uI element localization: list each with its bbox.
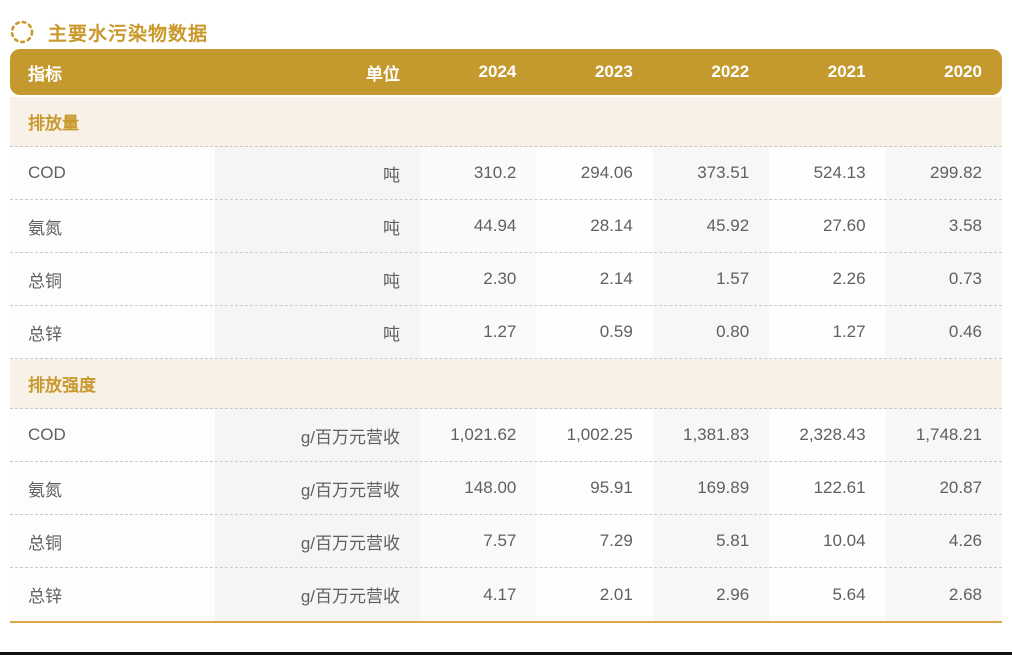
table-row: 氨氮 g/百万元营收 148.00 95.91 169.89 122.61 20.87 [10,462,1002,515]
value-cell: 3.58 [885,200,1002,252]
unit-cell: 吨 [215,200,420,252]
column-header-indicator: 指标 [28,64,62,84]
section-label: 排放量 [28,114,79,133]
column-header-2020: 2020 [944,62,982,81]
value-cell: 2.01 [536,568,653,621]
table-row: 总锌 g/百万元营收 4.17 2.01 2.96 5.64 2.68 [10,568,1002,621]
table-row: 总铜 g/百万元营收 7.57 7.29 5.81 10.04 4.26 [10,515,1002,568]
unit-cell: g/百万元营收 [215,462,420,514]
column-header-2022: 2022 [711,62,750,81]
value-cell: 2.30 [420,253,537,305]
value-cell: 1.27 [420,306,537,358]
column-header-unit: 单位 [366,64,400,84]
value-cell: 1,381.83 [652,409,770,461]
indicator-cell: 总锌 [10,568,215,621]
value-cell: 2.96 [652,568,770,621]
table-row: 总锌吨 1.27 0.59 0.80 1.27 0.46 [10,306,1002,359]
value-cell: 0.59 [536,306,653,358]
value-cell: 1,021.62 [420,409,537,461]
table-header-row: 指标 单位 2024 2023 2022 2021 2020 [10,49,1002,95]
indicator-cell: 氨氮 [10,462,215,514]
indicator-cell: COD [10,409,215,461]
unit-cell: 吨 [215,147,420,199]
value-cell: 1.57 [652,253,770,305]
value-cell: 299.82 [885,147,1002,199]
table-row: COD 吨 310.2 294.06 373.51 524.13 299.82 [10,147,1002,200]
pollutant-table: 指标 单位 2024 2023 2022 2021 2020 排放量 COD 吨 310.2 294… [10,49,1002,623]
value-cell: 4.26 [885,515,1002,567]
table-bottom-border [10,621,1002,623]
unit-cell: g/百万元营收 [215,409,420,461]
value-cell: 2.26 [769,253,886,305]
indicator-cell: 总铜 [10,253,215,305]
value-cell: 0.46 [885,306,1002,358]
value-cell: 148.00 [420,462,537,514]
section-row: 排放强度 [10,359,1002,409]
bottom-divider [0,652,1012,655]
page-title: 主要水污染物数据 [48,23,209,45]
value-cell: 122.61 [769,462,886,514]
unit-cell: 吨 [215,306,420,358]
value-cell: 44.94 [420,200,537,252]
indicator-cell: COD [10,147,215,199]
value-cell: 1,748.21 [885,409,1002,461]
indicator-cell: 总铜 [10,515,215,567]
indicator-cell: 总锌 [10,306,215,358]
value-cell: 5.64 [769,568,886,621]
value-cell: 169.89 [652,462,770,514]
value-cell: 310.2 [420,147,537,199]
value-cell: 0.73 [885,253,1002,305]
column-header-2021: 2021 [827,62,866,81]
value-cell: 20.87 [885,462,1002,514]
value-cell: 95.91 [536,462,653,514]
value-cell: 2.14 [536,253,653,305]
value-cell: 373.51 [652,147,770,199]
column-header-2023: 2023 [594,62,633,81]
value-cell: 27.60 [769,200,886,252]
value-cell: 2.68 [885,568,1002,621]
value-cell: 524.13 [769,147,886,199]
table-row: 氨氮吨 44.94 28.14 45.92 27.60 3.58 [10,200,1002,253]
value-cell: 0.80 [652,306,770,358]
value-cell: 1.27 [769,306,886,358]
unit-cell: g/百万元营收 [215,515,420,567]
value-cell: 1,002.25 [536,409,653,461]
value-cell: 4.17 [420,568,537,621]
value-cell: 294.06 [536,147,653,199]
value-cell: 7.57 [420,515,537,567]
value-cell: 10.04 [769,515,886,567]
indicator-cell: 氨氮 [10,200,215,252]
table-row: 总铜吨 2.30 2.14 1.57 2.26 0.73 [10,253,1002,306]
section-label: 排放强度 [28,376,96,395]
value-cell: 2,328.43 [769,409,886,461]
table-body: 排放量 COD 吨 310.2 294.06 373.51 524.13 299.82 氨氮吨 4… [10,97,1002,621]
unit-cell: g/百万元营收 [215,568,420,621]
value-cell: 7.29 [536,515,653,567]
table-row: COD g/百万元营收 1,021.62 1,002.25 1,381.83 2,328.… [10,409,1002,462]
unit-cell: 吨 [215,253,420,305]
value-cell: 28.14 [536,200,653,252]
value-cell: 45.92 [652,200,770,252]
page-title-bar: 主要水污染物数据 [0,0,1012,49]
column-header-2024: 2024 [478,62,517,81]
value-cell: 5.81 [652,515,770,567]
dashed-circle-icon [8,18,36,46]
section-row: 排放量 [10,97,1002,147]
